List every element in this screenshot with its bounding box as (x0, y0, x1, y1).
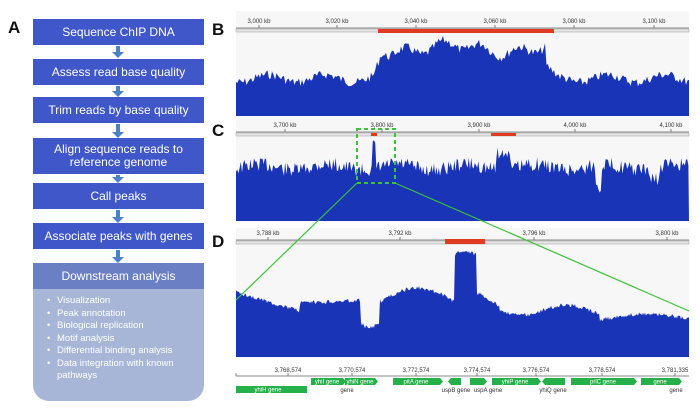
downstream-item: Differential binding analysis (47, 345, 204, 358)
track-b-tick-label: 3,100 kb (642, 19, 666, 25)
track-c: 3,700 kb 3,800 kb 3,900 kb 4,000 kb 4,10… (235, 118, 690, 222)
step-associate-peaks: Associate peaks with genes (33, 223, 204, 249)
zoom-selection-box (356, 128, 396, 184)
track-d-peak-region (445, 239, 485, 244)
track-d: 3,788 kb 3,792 kb 3,796 kb 3,800 kb 3,76… (235, 228, 690, 394)
gene-label-below: gene (669, 388, 683, 394)
gene-coordinate-ticks (235, 373, 676, 376)
track-c-tick-label: 4,000 kb (563, 123, 587, 129)
downstream-item: Peak annotation (47, 308, 204, 321)
track-d-ticks (267, 237, 668, 240)
panel-label-a: A (8, 18, 21, 37)
track-c-peak-region (491, 133, 516, 136)
panel-label-d: D (212, 232, 225, 251)
zoom-connector-left (235, 182, 358, 301)
panel-label-c: C (212, 121, 225, 140)
step-trim-reads: Trim reads by base quality (33, 97, 204, 123)
downstream-item: Visualization (47, 295, 204, 308)
downstream-item: Data integration with known pathways (47, 358, 204, 383)
gene-label-below: gene (340, 388, 354, 394)
gene-uspA (470, 378, 487, 385)
gene-label: yhiH gene (254, 388, 282, 394)
track-c-tick-label: 3,800 kb (370, 123, 394, 129)
track-b: 3,000 kb 3,020 kb 3,040 kb 3,060 kb 3,08… (235, 11, 690, 124)
arrow-icon (112, 210, 124, 223)
arrow-icon (112, 86, 124, 97)
gene-coordinate-label: 3,770,574 (339, 368, 366, 374)
step-call-peaks: Call peaks (33, 183, 204, 209)
track-d-tick-label: 3,800 kb (655, 231, 679, 237)
track-c-tick-label: 3,900 kb (467, 123, 491, 129)
downstream-title: Downstream analysis (33, 263, 204, 289)
arrow-icon (112, 46, 124, 58)
gene-yhiQ (542, 378, 565, 385)
gene-label: gene (653, 380, 667, 386)
arrow-icon (112, 250, 124, 263)
track-d-signal (236, 251, 689, 357)
gene-label: yhiN gene (346, 380, 374, 386)
gene-label-below: yhiQ gene (539, 388, 567, 394)
gene-yhiP (492, 378, 541, 385)
gene-coordinate-label: 3,776,574 (523, 368, 550, 374)
downstream-analysis-box: Downstream analysis Visualization Peak a… (33, 263, 204, 401)
gene-pitA (393, 378, 443, 385)
step-sequence-chip-dna: Sequence ChIP DNA (33, 19, 204, 45)
gene-label-below: uspA gene (474, 388, 503, 394)
track-b-tick-label: 3,040 kb (404, 19, 428, 25)
gene-coordinate-label: 3,778,574 (589, 368, 616, 374)
gene-label: pitA gene (403, 380, 429, 386)
track-c-chrom-bar (235, 132, 690, 137)
track-b-tick-label: 3,020 kb (325, 19, 349, 25)
track-b-tick-label: 3,060 kb (483, 19, 507, 25)
gene-right (641, 378, 682, 385)
track-b-peak-region (378, 29, 554, 33)
gene-label-below: uspB gene (442, 388, 471, 394)
downstream-item: Motif analysis (47, 333, 204, 346)
downstream-list: Visualization Peak annotation Biological… (33, 295, 204, 383)
track-c-peak-small (371, 133, 377, 136)
zoom-connector-right (394, 182, 690, 312)
panel-label-b: B (212, 20, 225, 39)
arrow-icon (112, 175, 124, 183)
gene-uspB (448, 378, 461, 385)
gene-yhiI (311, 378, 346, 385)
gene-yhiN (345, 378, 378, 385)
track-c-tick-label: 3,700 kb (273, 123, 297, 129)
gene-label: prlC gene (590, 380, 617, 386)
track-d-tick-label: 3,792 kb (388, 231, 412, 237)
step-align-reads: Align sequence reads to reference genome (33, 138, 204, 174)
track-b-tick-label: 3,080 kb (562, 19, 586, 25)
track-c-signal (236, 140, 689, 221)
gene-label: yhiP gene (502, 380, 529, 386)
track-d-tick-label: 3,788 kb (256, 231, 280, 237)
gene-coordinate-label: 3,774,574 (464, 368, 491, 374)
track-b-tick-label: 3,000 kb (247, 19, 271, 25)
downstream-item: Biological replication (47, 320, 204, 333)
track-b-signal (236, 35, 689, 116)
gene-prlC (571, 378, 637, 385)
track-c-tick-label: 4,100 kb (659, 123, 683, 129)
gene-coordinate-label: 3,768,574 (275, 368, 302, 374)
track-b-ticks (258, 25, 655, 28)
gene-coordinate-label: 3,772,574 (403, 368, 430, 374)
gene-coordinate-label: 3,781,335 (662, 368, 689, 374)
gene-label: yhiI gene (315, 380, 340, 386)
step-assess-quality: Assess read base quality (33, 59, 204, 85)
track-d-tick-label: 3,796 kb (522, 231, 546, 237)
gene-yhiH (236, 386, 307, 393)
arrow-icon (112, 124, 124, 138)
